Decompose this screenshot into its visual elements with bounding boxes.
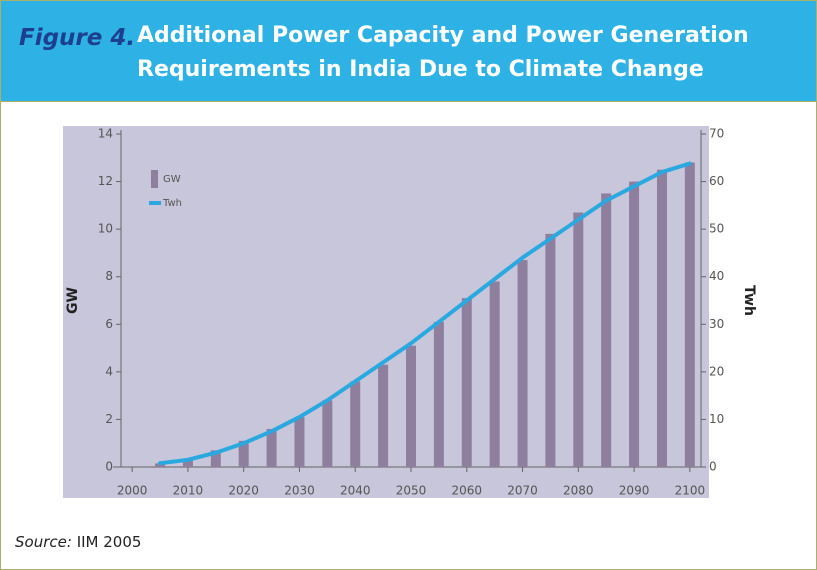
line [158,161,692,466]
y-tick-label: 8 [105,269,113,283]
bar [350,381,361,467]
bar [294,417,305,467]
bar [656,169,667,467]
x-tick-label: 2000 [117,484,148,498]
x-tick-label: 2090 [619,484,650,498]
y-tick-label: 0 [105,460,113,474]
y2-tick-label: 10 [709,412,724,426]
y-tick-label: 12 [98,174,113,188]
x-tick-label: 2080 [563,484,594,498]
x-tick-label: 2070 [507,484,538,498]
y-tick-label: 4 [105,364,113,378]
header: Figure 4. Additional Power Capacity and … [1,1,816,102]
bar [322,400,333,467]
source: Source: IIM 2005 [15,533,141,551]
y2-axis-label: Twh [741,285,757,316]
x-tick-label: 2030 [284,484,315,498]
bar [378,364,389,467]
y2-tick-label: 70 [709,127,724,141]
y-tick-label: 2 [105,412,113,426]
bar [573,212,584,467]
legend-label: GW [163,174,181,185]
y2-tick-label: 20 [709,364,724,378]
x-tick-label: 2010 [173,484,204,498]
y2-tick-label: 0 [709,460,717,474]
bar [684,162,695,468]
bar [433,321,444,467]
bar [461,298,472,467]
bar [601,193,612,467]
bar [266,428,277,467]
bar [155,463,166,467]
y2-tick-label: 60 [709,174,724,188]
x-tick-label: 2040 [340,484,371,498]
y2-tick-label: 30 [709,317,724,331]
x-tick-label: 2060 [451,484,482,498]
y2-tick-label: 40 [709,269,724,283]
source-label: Source: [15,533,72,551]
legend-label: Twh [162,198,182,209]
y-axis-label: GW [65,287,81,314]
figure-label: Figure 4. [19,25,136,51]
y-tick-label: 6 [105,317,113,331]
x-tick-label: 2020 [228,484,259,498]
bar [182,459,193,467]
bar [489,281,500,467]
y-tick-label: 14 [98,127,113,141]
source-text: IIM 2005 [76,533,142,551]
bar [238,440,249,467]
bar [517,260,528,467]
x-tick-label: 2100 [675,484,706,498]
bar [406,345,416,467]
x-tick-label: 2050 [396,484,427,498]
title-line: Additional Power Capacity and Power Gene… [137,23,749,48]
bar [210,450,221,467]
bar [629,181,640,468]
title-line: Requirements in India Due to Climate Cha… [137,57,704,82]
y2-tick-label: 50 [709,222,724,236]
y-tick-label: 10 [98,222,113,236]
legend-swatch [151,170,158,188]
bar [545,233,556,467]
